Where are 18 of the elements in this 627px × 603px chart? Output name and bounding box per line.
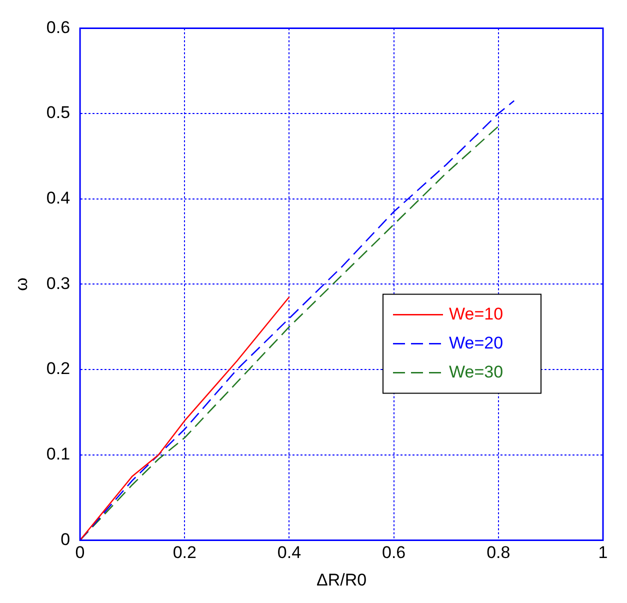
legend-label: We=30 — [449, 362, 504, 382]
y-tick-label: 0.3 — [46, 274, 70, 293]
legend-label: We=10 — [449, 304, 504, 324]
x-tick-label: 1 — [598, 543, 608, 562]
y-tick-label: 0.4 — [46, 188, 70, 208]
x-axis-title: ΔR/R0 — [316, 570, 367, 590]
y-tick-label: 0.2 — [46, 359, 70, 378]
y-tick-label: 0.6 — [46, 18, 70, 37]
y-tick-label: 0.1 — [46, 444, 70, 464]
x-tick-label: 0 — [75, 543, 85, 562]
y-tick-label: 0 — [60, 530, 70, 549]
legend-label: We=20 — [449, 333, 504, 352]
x-tick-label: 0.8 — [486, 543, 510, 562]
y-axis-title: ω — [12, 278, 31, 291]
x-tick-label: 0.2 — [172, 543, 196, 562]
x-tick-label: 0.4 — [277, 543, 302, 562]
x-tick-label: 0.6 — [382, 543, 406, 562]
y-tick-label: 0.5 — [46, 103, 70, 122]
